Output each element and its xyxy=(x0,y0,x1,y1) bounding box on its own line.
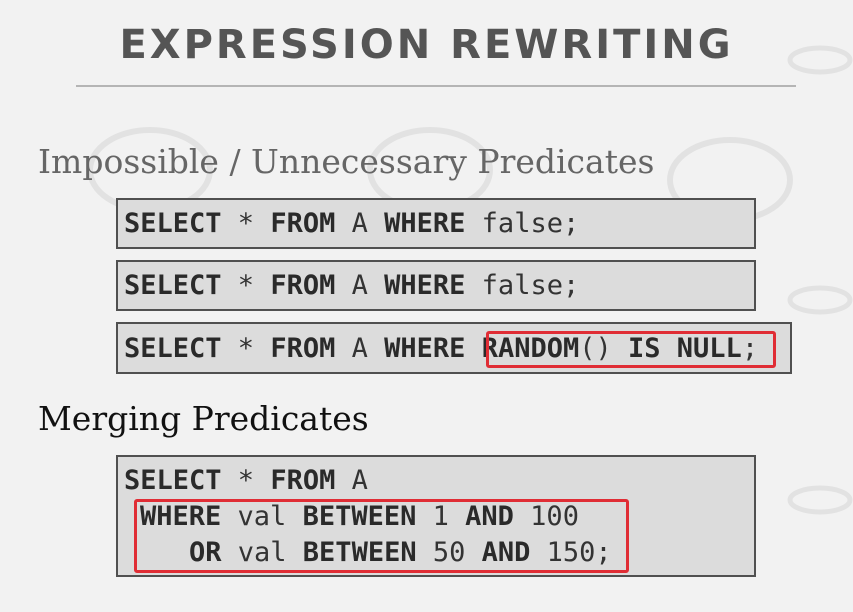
sql-keyword: SELECT xyxy=(124,465,222,496)
sql-text: false; xyxy=(465,270,580,301)
sql-line: SELECT * FROM A WHERE false; xyxy=(124,208,579,240)
sql-text xyxy=(465,333,481,364)
sql-keyword: SELECT xyxy=(124,333,222,364)
sql-text: * xyxy=(221,270,271,301)
sql-text: () xyxy=(579,333,629,364)
sql-code-box-merging: SELECT * FROM A WHERE val BETWEEN 1 AND … xyxy=(116,455,756,577)
sql-text: A xyxy=(335,270,385,301)
sql-text: A xyxy=(335,333,385,364)
sql-code-box-1: SELECT * FROM A WHERE false; xyxy=(116,198,756,249)
sql-text: 1 xyxy=(416,501,466,532)
sql-keyword: SELECT xyxy=(124,270,222,301)
sql-keyword: WHERE xyxy=(384,333,466,364)
sql-keyword: FROM xyxy=(270,333,336,364)
title-underline xyxy=(76,85,796,87)
sql-keyword: FROM xyxy=(270,208,336,239)
sql-text: * xyxy=(221,333,271,364)
sql-text: * xyxy=(221,465,271,496)
sql-text: 150; xyxy=(530,537,612,568)
sql-line: SELECT * FROM A WHERE false; xyxy=(124,270,579,302)
sql-keyword: AND xyxy=(465,501,514,532)
sql-keyword: BETWEEN xyxy=(302,537,417,568)
sql-text: val xyxy=(221,537,303,568)
sql-text: A xyxy=(335,208,385,239)
sql-text: false; xyxy=(465,208,580,239)
sql-text: A xyxy=(335,465,368,496)
sql-text: ; xyxy=(741,333,759,364)
sql-keyword: BETWEEN xyxy=(302,501,417,532)
sql-code-box-2: SELECT * FROM A WHERE false; xyxy=(116,260,756,311)
sql-code-box-3: SELECT * FROM A WHERE RANDOM() IS NULL; xyxy=(116,322,792,374)
section-heading-merging-predicates: Merging Predicates xyxy=(38,399,369,438)
sql-keyword: WHERE xyxy=(384,208,466,239)
sql-keyword: SELECT xyxy=(124,208,222,239)
section-heading-impossible-predicates: Impossible / Unnecessary Predicates xyxy=(38,142,655,181)
sql-keyword: OR xyxy=(189,537,222,568)
sql-text: 50 xyxy=(416,537,482,568)
sql-line: SELECT * FROM A WHERE RANDOM() IS NULL; xyxy=(124,333,758,365)
sql-keyword: WHERE xyxy=(140,501,222,532)
sql-keyword: AND xyxy=(481,537,531,568)
sql-text: * xyxy=(221,208,271,239)
sql-text: val xyxy=(221,501,303,532)
sql-keyword: RANDOM xyxy=(481,333,580,364)
sql-keyword: WHERE xyxy=(384,270,466,301)
sql-line: OR val BETWEEN 50 AND 150; xyxy=(189,537,612,569)
sql-text: 100 xyxy=(513,501,579,532)
slide-title: EXPRESSION REWRITING xyxy=(119,22,734,68)
sql-line: SELECT * FROM A xyxy=(124,465,368,497)
sql-keyword: FROM xyxy=(270,270,336,301)
sql-keyword: FROM xyxy=(270,465,336,496)
sql-keyword: IS NULL xyxy=(628,333,742,364)
sql-line: WHERE val BETWEEN 1 AND 100 xyxy=(140,501,579,533)
highlight-box-merged-predicates xyxy=(134,499,629,573)
highlight-box-random-is-null xyxy=(486,331,776,368)
